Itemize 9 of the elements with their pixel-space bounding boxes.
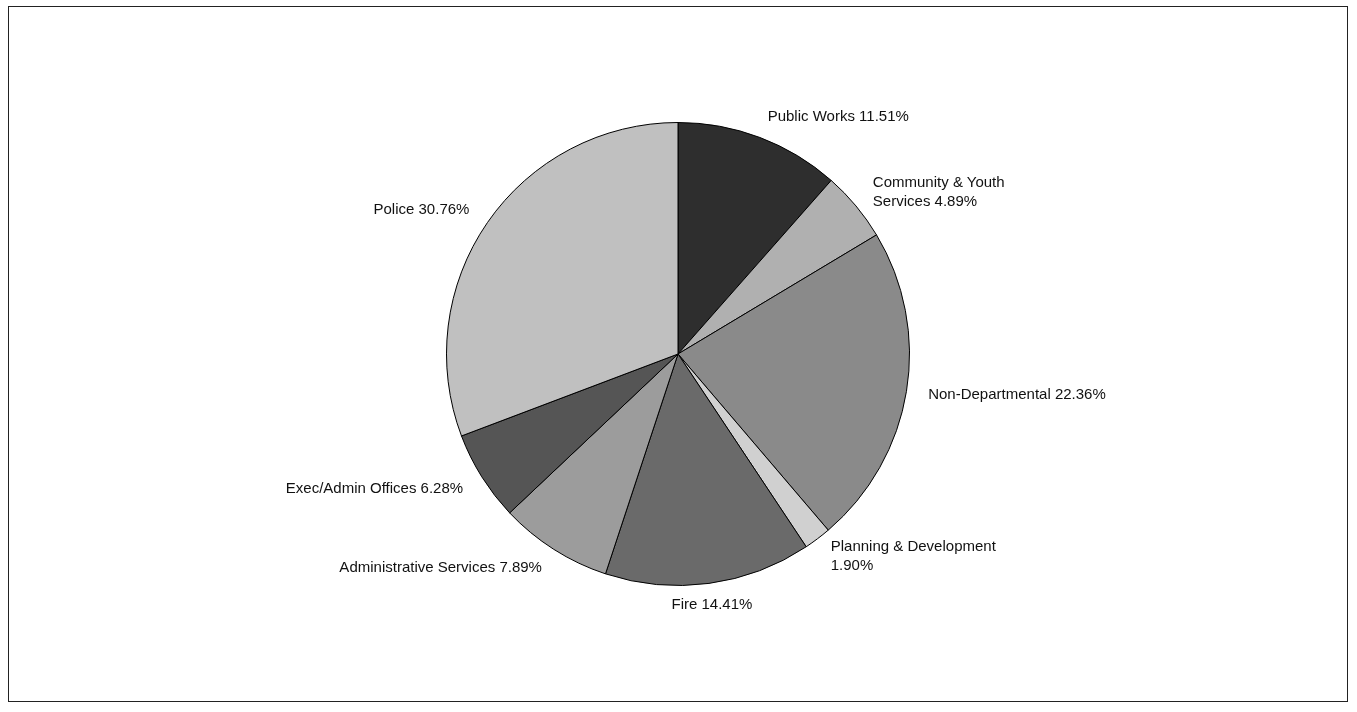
slice-label: Administrative Services 7.89%	[339, 558, 542, 576]
slice-label: Community & Youth Services 4.89%	[872, 172, 1005, 209]
slice-label: Planning & Development	[830, 536, 997, 554]
data-label: 1.90%	[830, 555, 874, 573]
slice-label: Exec/Admin Offices 6.28%	[285, 478, 464, 496]
slice-label: Public Works 11.51%	[767, 107, 909, 125]
slice-label: Fire 14.41%	[671, 595, 753, 613]
slice-label: Police 30.76%	[373, 200, 470, 218]
slice-label: Non-Departmental 22.36%	[928, 385, 1106, 403]
